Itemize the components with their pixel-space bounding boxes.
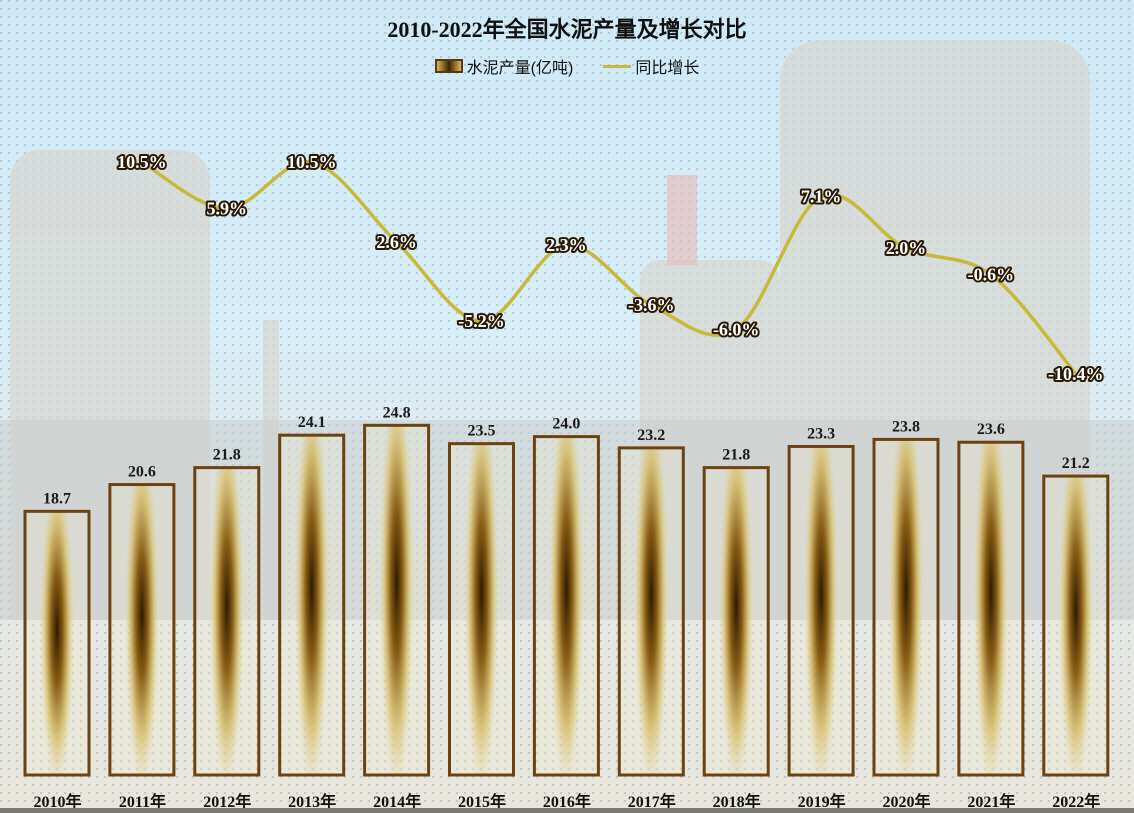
growth-value-label: -10.4% [1048, 364, 1104, 384]
legend-item-growth[interactable]: 同比增长 [603, 54, 699, 78]
growth-value-label: 10.5% [117, 152, 167, 172]
bar-2021年[interactable] [957, 440, 1025, 777]
bar-2018年[interactable] [702, 466, 770, 777]
bar-value-label: 20.6 [128, 464, 156, 481]
growth-value-label: -6.0% [713, 319, 760, 339]
bar-2010年[interactable] [23, 509, 91, 777]
bar-value-label: 23.8 [892, 418, 920, 435]
x-tick-label: 2013年 [288, 794, 337, 811]
x-tick-label: 2016年 [542, 794, 591, 811]
x-tick-label: 2020年 [882, 794, 931, 811]
growth-value-label: 2.3% [546, 235, 587, 255]
growth-value-label: 2.6% [376, 232, 417, 252]
legend-item-production[interactable]: 水泥产量(亿吨) [434, 54, 574, 78]
bar-value-label: 24.0 [552, 416, 580, 433]
bottom-border [0, 808, 1134, 813]
growth-value-label: 7.1% [801, 187, 842, 207]
bar-value-label: 21.8 [213, 447, 241, 464]
bar-value-label: 24.8 [383, 404, 411, 421]
growth-value-label: -0.6% [968, 265, 1015, 285]
growth-labels: 10.5% 5.9% 10.5% 2.6% -5.2% 2.3% -3.6% -6.0% 7.1… [115, 150, 1105, 386]
bar-series: 18.7 20.6 21.8 24.1 24.8 23.5 24.0 23.2 21.8 23.3… [23, 404, 1110, 777]
x-tick-label: 2018年 [712, 794, 761, 811]
x-tick-label: 2011年 [118, 794, 166, 811]
x-tick-label: 2010年 [33, 794, 82, 811]
x-tick-label: 2014年 [373, 794, 422, 811]
bar-2011年[interactable] [108, 483, 176, 777]
chart-title: 2010-2022年全国水泥产量及增长对比 [387, 17, 747, 42]
legend-line-swatch-icon [603, 64, 632, 68]
legend-growth-label: 同比增长 [635, 60, 700, 77]
bar-2022年[interactable] [1042, 474, 1110, 777]
legend-production-label: 水泥产量(亿吨) [466, 60, 574, 77]
growth-value-label: 5.9% [207, 199, 248, 219]
x-tick-label: 2022年 [1052, 794, 1101, 811]
growth-value-label: 10.5% [287, 152, 337, 172]
bar-value-label: 23.6 [977, 421, 1005, 438]
background-red-chimney [667, 175, 697, 265]
growth-value-label: -5.2% [458, 311, 505, 331]
x-tick-label: 2015年 [457, 794, 506, 811]
bar-value-label: 21.8 [722, 447, 750, 464]
bar-2019年[interactable] [787, 444, 855, 777]
bar-2015年[interactable] [448, 442, 515, 777]
growth-line [141, 160, 1078, 376]
bar-2016年[interactable] [532, 435, 600, 777]
bar-2017年[interactable] [617, 446, 685, 777]
bar-value-label: 18.7 [43, 490, 71, 507]
bar-value-label: 23.5 [468, 423, 496, 440]
bar-2012年[interactable] [193, 466, 261, 777]
bar-2013年[interactable] [278, 433, 346, 777]
bar-value-label: 23.3 [807, 425, 835, 442]
bar-value-label: 21.2 [1062, 455, 1090, 472]
x-tick-label: 2019年 [797, 794, 846, 811]
chart-legend: 水泥产量(亿吨) 同比增长 [0, 54, 1134, 78]
growth-value-label: 2.0% [886, 238, 927, 258]
x-tick-label: 2012年 [203, 794, 252, 811]
bar-2020年[interactable] [872, 437, 940, 777]
bar-2014年[interactable] [363, 423, 431, 777]
x-tick-label: 2021年 [967, 794, 1016, 811]
bar-value-label: 23.2 [637, 427, 665, 444]
growth-value-label: -3.6% [628, 295, 675, 315]
x-tick-label: 2017年 [627, 794, 676, 811]
bar-value-label: 24.1 [298, 414, 326, 431]
legend-bar-swatch-icon [434, 59, 463, 73]
